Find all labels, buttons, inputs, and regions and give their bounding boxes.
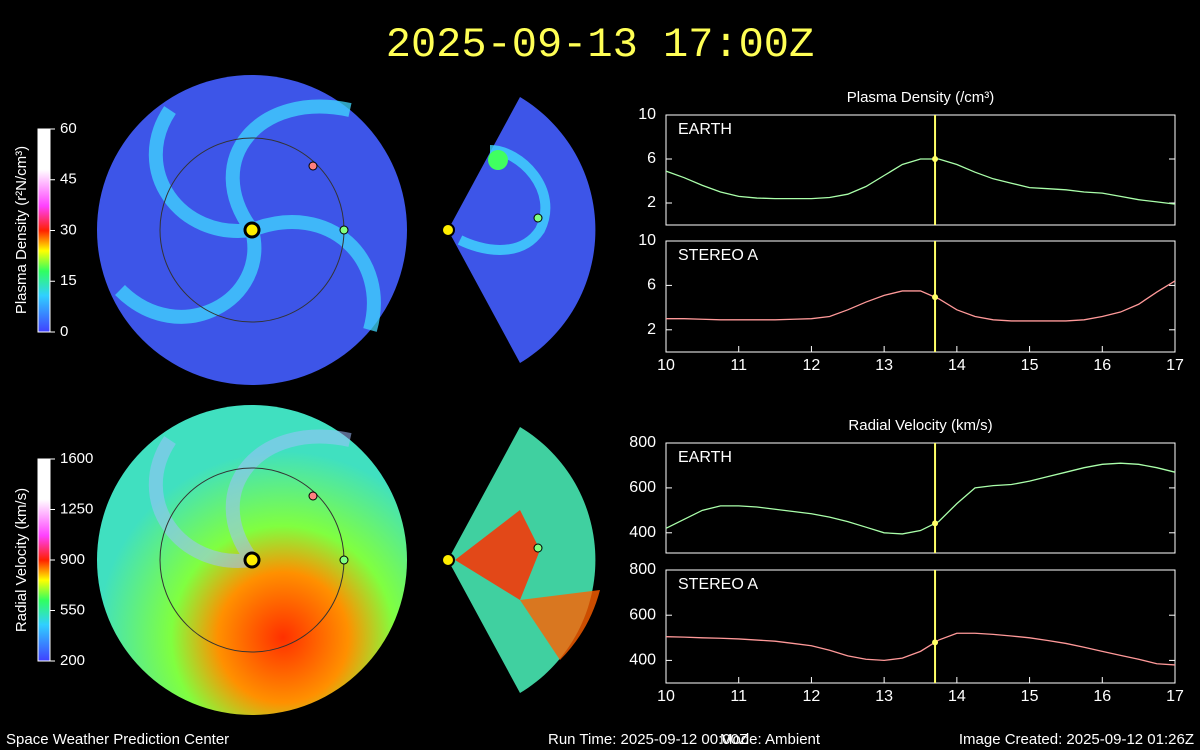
- footer-mode: Mode: Ambient: [720, 731, 821, 748]
- colorbar-tick-label: 30: [60, 221, 77, 238]
- data-line: [666, 280, 1176, 322]
- x-tick-label: 10: [657, 357, 675, 374]
- y-tick-label: 6: [647, 277, 656, 294]
- colorbar-tick-label: 45: [60, 171, 77, 188]
- footer-created: Image Created: 2025-09-12 01:26Z: [959, 731, 1194, 748]
- colorbar-tick-label: 1250: [60, 500, 93, 517]
- y-tick-label: 400: [629, 652, 656, 669]
- x-tick-label: 14: [948, 357, 966, 374]
- panel-title: Radial Velocity (km/s): [848, 417, 992, 434]
- main-title: 2025-09-13 17:00Z: [386, 21, 814, 69]
- y-tick-label: 2: [647, 194, 656, 211]
- density-disk: [97, 75, 596, 385]
- y-tick-label: 600: [629, 606, 656, 623]
- colorbar-tick-label: 200: [60, 652, 85, 669]
- colorbar-label: Radial Velocity (km/s): [13, 488, 30, 632]
- colorbar-label: Plasma Density (r²N/cm³): [13, 146, 30, 314]
- panel-title: Plasma Density (/cm³): [847, 89, 995, 106]
- y-tick-label: 800: [629, 561, 656, 578]
- y-tick-label: 10: [638, 106, 656, 123]
- colorbar-tick-label: 0: [60, 323, 68, 340]
- x-tick-label: 16: [1093, 357, 1111, 374]
- x-tick-label: 14: [948, 688, 966, 705]
- colorbar-tick-label: 60: [60, 120, 77, 137]
- y-tick-label: 400: [629, 524, 656, 541]
- x-tick-label: 12: [803, 688, 821, 705]
- x-tick-label: 15: [1021, 357, 1039, 374]
- x-tick-label: 16: [1093, 688, 1111, 705]
- y-tick-label: 10: [638, 232, 656, 249]
- x-tick-label: 13: [875, 688, 893, 705]
- velocity-disk: [97, 405, 600, 715]
- series-label: EARTH: [678, 449, 732, 466]
- x-tick-label: 10: [657, 688, 675, 705]
- y-tick-label: 6: [647, 150, 656, 167]
- time-marker-dot: [932, 520, 939, 527]
- footer-center: Space Weather Prediction Center: [6, 731, 229, 748]
- time-marker-dot: [932, 156, 939, 162]
- plot-frame: [665, 569, 1176, 684]
- data-line: [665, 632, 1176, 666]
- series-label: EARTH: [678, 121, 732, 138]
- plot-frame: [665, 114, 1176, 226]
- plot-frame: [665, 442, 1176, 554]
- colorbar-tick-label: 550: [60, 601, 85, 618]
- x-tick-label: 11: [730, 357, 747, 374]
- x-tick-label: 13: [875, 357, 893, 374]
- y-tick-label: 2: [647, 321, 656, 338]
- colorbar-tick-label: 1600: [60, 450, 93, 467]
- colorbar-tick-label: 15: [60, 272, 77, 289]
- x-tick-label: 15: [1021, 688, 1039, 705]
- time-marker-dot: [932, 639, 939, 646]
- x-tick-label: 12: [803, 357, 821, 374]
- time-marker-dot: [932, 294, 939, 301]
- series-label: STEREO A: [678, 576, 758, 593]
- x-tick-label: 17: [1166, 688, 1184, 705]
- data-line: [665, 158, 1176, 205]
- plot-frame: [665, 240, 1176, 353]
- y-tick-label: 800: [629, 434, 656, 451]
- x-tick-label: 17: [1166, 357, 1184, 374]
- series-label: STEREO A: [678, 247, 758, 264]
- footer-run-time: Run Time: 2025-09-12 00:00Z: [548, 731, 748, 748]
- colorbar-tick-label: 900: [60, 551, 85, 568]
- y-tick-label: 600: [629, 479, 656, 496]
- data-line: [665, 462, 1176, 535]
- colorbar: [37, 458, 51, 662]
- colorbar: [37, 128, 51, 333]
- x-tick-label: 11: [730, 688, 747, 705]
